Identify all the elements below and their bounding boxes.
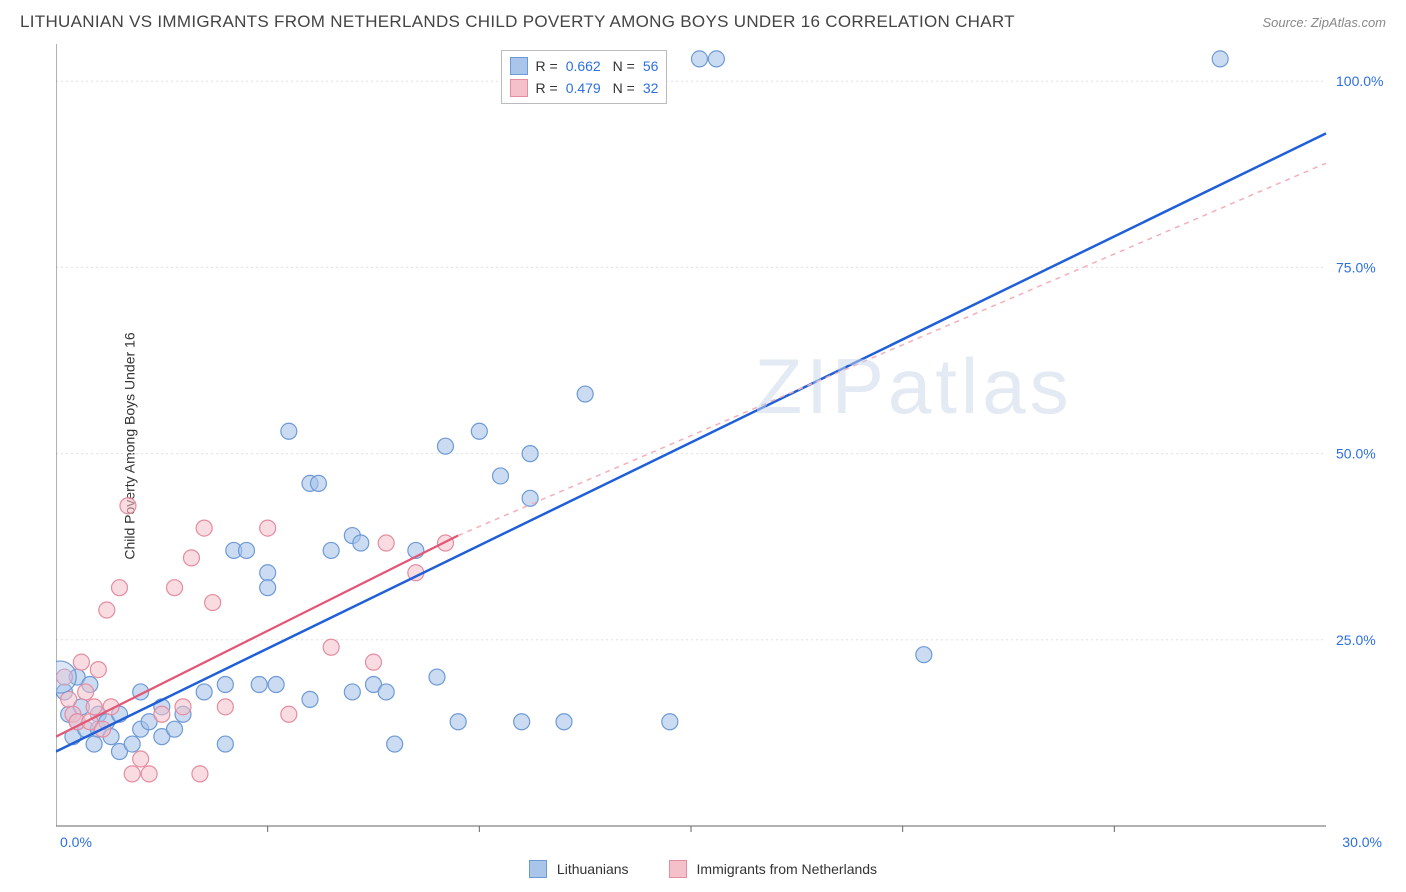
legend-item: Immigrants from Netherlands — [669, 860, 878, 878]
svg-text:50.0%: 50.0% — [1336, 446, 1376, 462]
svg-text:100.0%: 100.0% — [1336, 73, 1383, 89]
scatter-plot: 25.0% 50.0% 75.0% 100.0% — [56, 44, 1386, 846]
series-legend: Lithuanians Immigrants from Netherlands — [0, 860, 1406, 878]
x-tick-right: 30.0% — [1342, 834, 1382, 850]
legend-item: Lithuanians — [529, 860, 629, 878]
chart-title: LITHUANIAN VS IMMIGRANTS FROM NETHERLAND… — [20, 12, 1015, 32]
chart-area: 25.0%50.0%75.0%100.0% ZIPatlas R =0.662 … — [56, 44, 1386, 846]
x-tick-left: 0.0% — [60, 834, 92, 850]
svg-text:75.0%: 75.0% — [1336, 259, 1376, 275]
correlation-legend: R =0.662 N =56 R =0.479 N =32 — [501, 50, 668, 104]
source-label: Source: ZipAtlas.com — [1262, 15, 1386, 30]
svg-text:25.0%: 25.0% — [1336, 632, 1376, 648]
